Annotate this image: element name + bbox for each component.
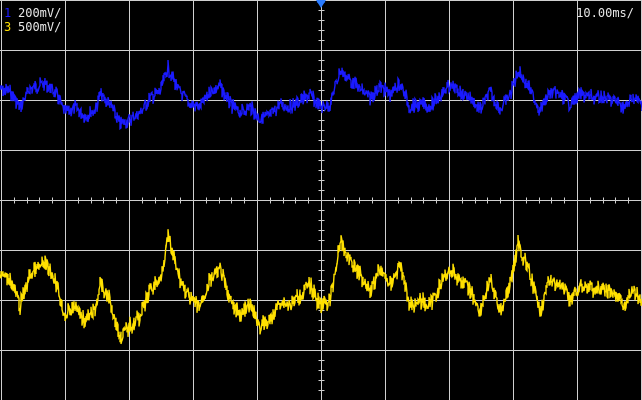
channel-3-label[interactable]: 3 500mV/ [4,20,62,34]
channel-1-label[interactable]: 1 200mV/ [4,6,62,20]
trigger-position-marker[interactable] [316,0,326,8]
channel-1-trace [0,59,642,131]
channel-3-trace [0,229,642,345]
timebase-readout[interactable]: 10.00ms/ [576,6,634,20]
